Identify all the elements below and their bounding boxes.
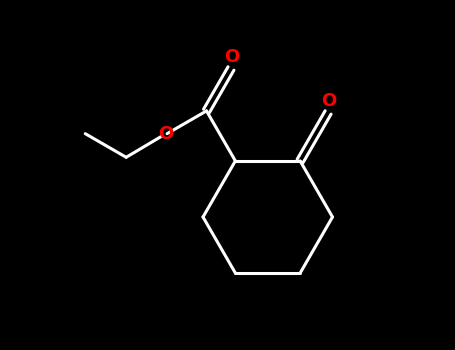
Text: O: O xyxy=(321,92,336,110)
Text: O: O xyxy=(158,125,173,143)
Text: O: O xyxy=(224,48,239,66)
